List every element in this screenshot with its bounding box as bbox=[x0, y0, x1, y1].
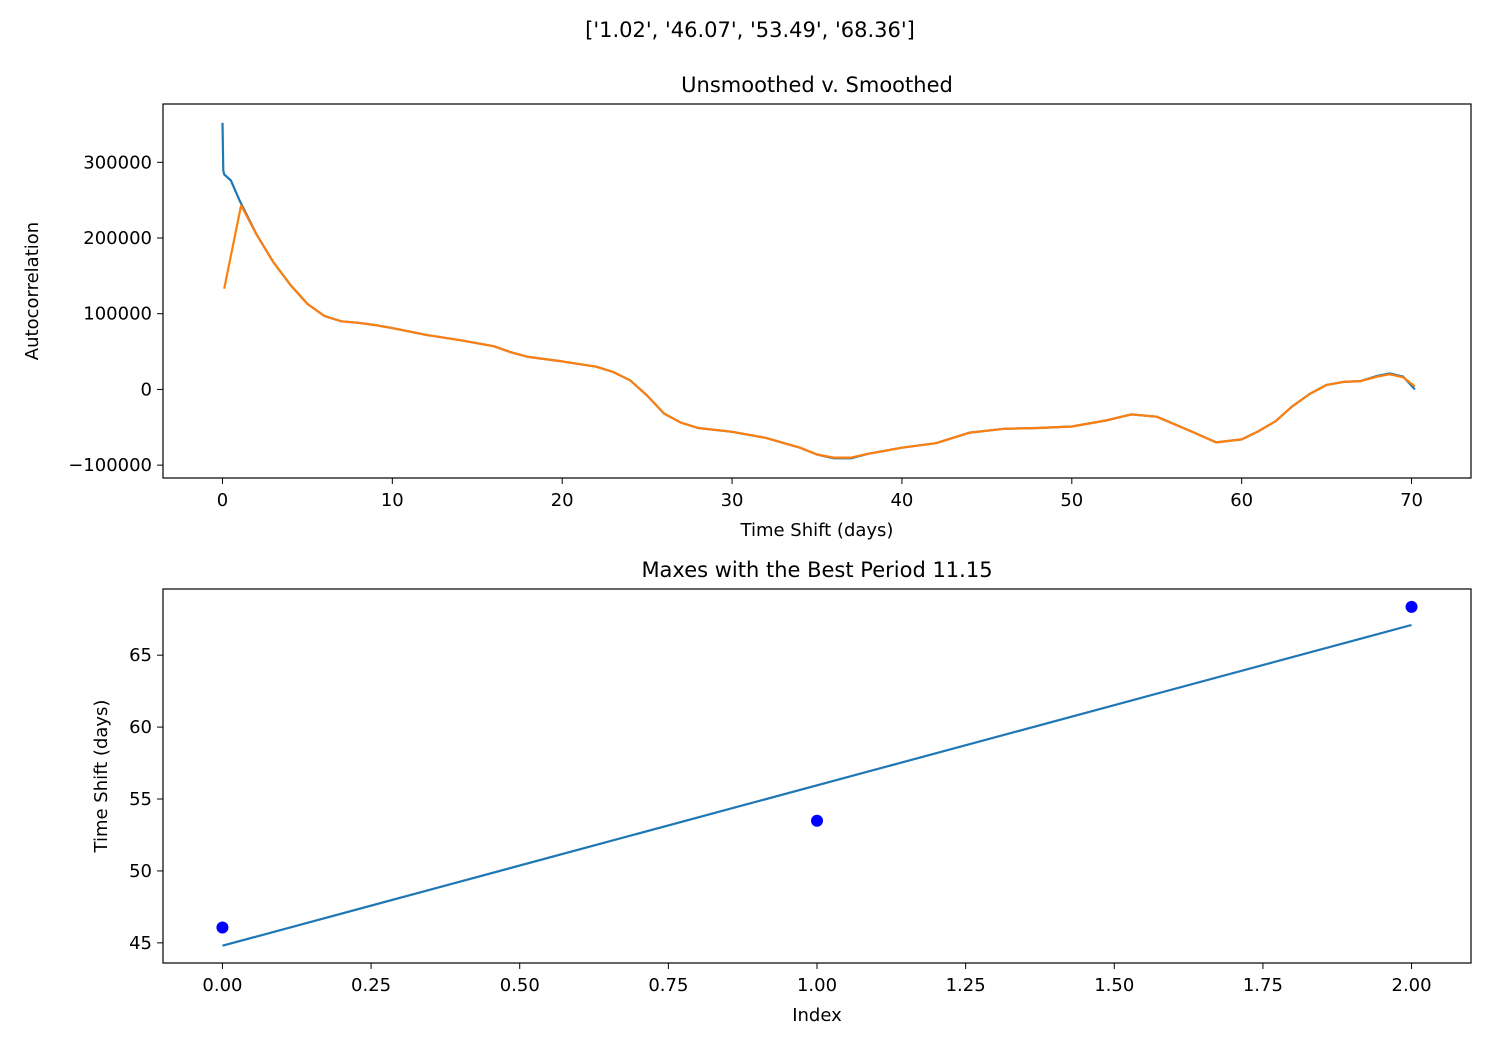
x-tick-label: 1.50 bbox=[1094, 975, 1134, 996]
figure-suptitle: ['1.02', '46.07', '53.49', '68.36'] bbox=[585, 18, 915, 42]
y-axis-label: Autocorrelation bbox=[22, 222, 43, 360]
y-tick-label: 0 bbox=[141, 379, 152, 400]
y-tick-label: 50 bbox=[129, 861, 152, 882]
plot-frame bbox=[162, 103, 1472, 479]
y-tick-label: 100000 bbox=[83, 304, 152, 325]
y-tick-label: 45 bbox=[129, 933, 152, 954]
fit-line bbox=[222, 623, 1412, 947]
x-tick-label: 30 bbox=[721, 490, 744, 511]
x-tick-label: 2.00 bbox=[1392, 975, 1432, 996]
x-tick-label: 20 bbox=[551, 490, 574, 511]
x-tick-label: 10 bbox=[381, 490, 404, 511]
scatter-point bbox=[1405, 600, 1418, 613]
x-tick-label: 1.00 bbox=[797, 975, 837, 996]
y-tick-label: 65 bbox=[129, 645, 152, 666]
y-tick-label: 300000 bbox=[83, 152, 152, 173]
series-line-1 bbox=[221, 122, 1416, 460]
x-tick-label: 1.25 bbox=[946, 975, 986, 996]
y-tick-label: 200000 bbox=[83, 228, 152, 249]
x-tick-label: 70 bbox=[1400, 490, 1423, 511]
x-tick-label: 0 bbox=[217, 490, 228, 511]
y-tick-label: 60 bbox=[129, 717, 152, 738]
x-axis-label: Time Shift (days) bbox=[740, 520, 894, 541]
plot-frame bbox=[162, 588, 1472, 964]
x-tick-label: 50 bbox=[1060, 490, 1083, 511]
chart-1: Unsmoothed v. Smoothed 0 10 20 30 40 50 60 70 −10… bbox=[22, 73, 1472, 541]
y-tick-label: 55 bbox=[129, 789, 152, 810]
y-axis-label: Time Shift (days) bbox=[91, 700, 112, 854]
x-tick-label: 0.50 bbox=[500, 975, 540, 996]
chart-title: Unsmoothed v. Smoothed bbox=[681, 73, 953, 97]
x-tick-label: 0.25 bbox=[351, 975, 391, 996]
x-tick-label: 40 bbox=[890, 490, 913, 511]
scatter-point bbox=[811, 814, 823, 827]
chart-2: Maxes with the Best Period 11.15 0.00 0.25… bbox=[91, 558, 1472, 1026]
x-tick-label: 1.75 bbox=[1243, 975, 1283, 996]
series-line-2 bbox=[223, 204, 1416, 459]
x-tick-label: 60 bbox=[1230, 490, 1253, 511]
scatter-point bbox=[216, 921, 229, 934]
chart-title: Maxes with the Best Period 11.15 bbox=[641, 558, 992, 582]
x-tick-label: 0.75 bbox=[648, 975, 688, 996]
x-axis-label: Index bbox=[792, 1005, 842, 1026]
x-tick-label: 0.00 bbox=[202, 975, 242, 996]
y-tick-label: −100000 bbox=[68, 455, 152, 476]
